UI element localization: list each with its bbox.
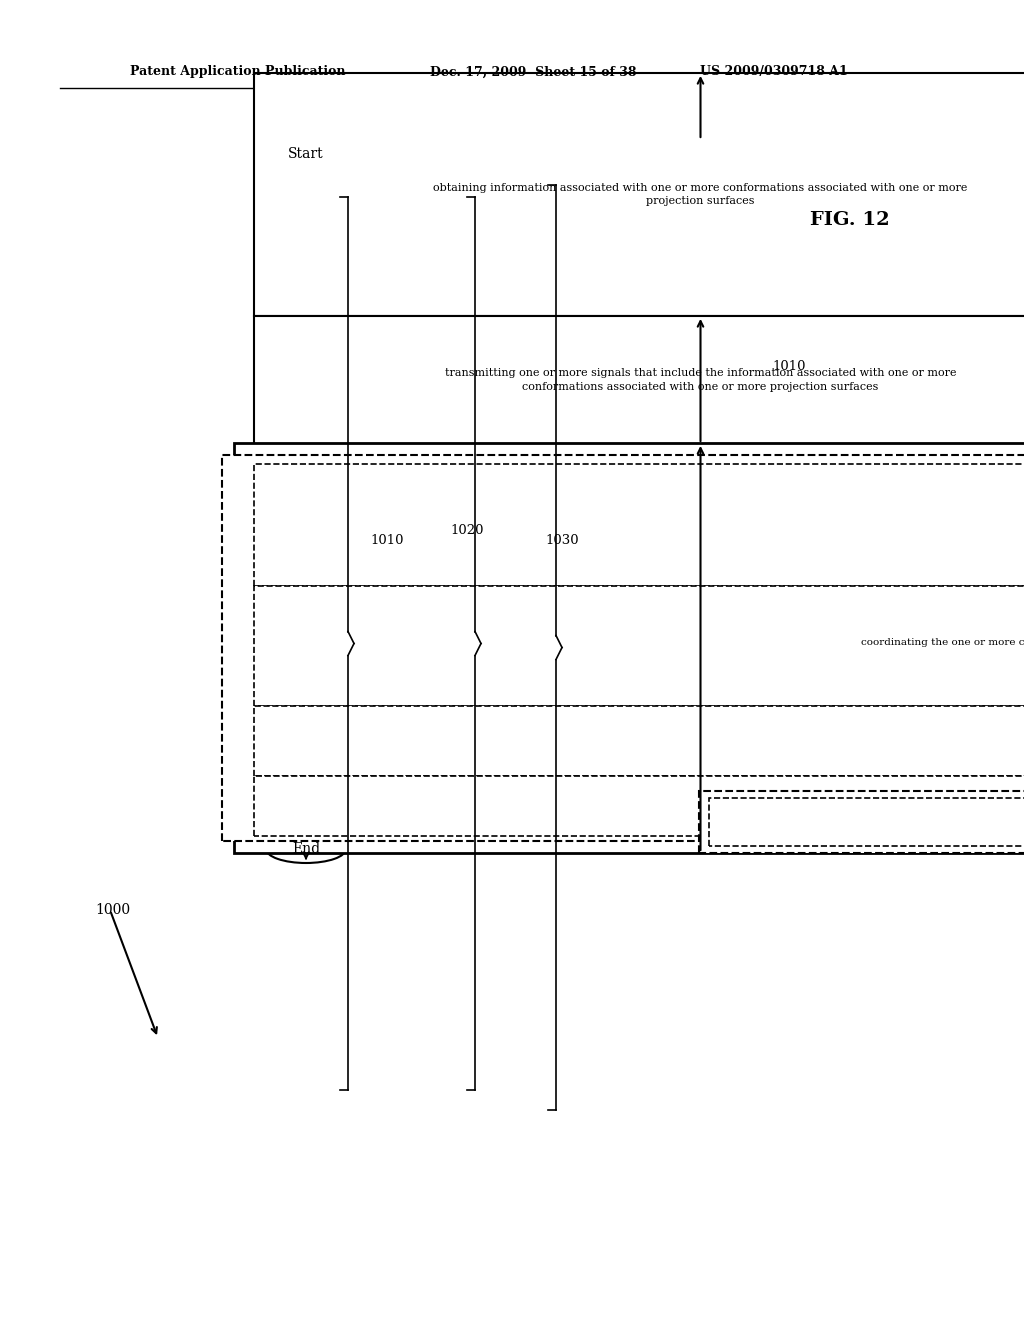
Bar <box>254 73 1024 315</box>
Bar <box>222 455 1024 841</box>
Text: Dec. 17, 2009  Sheet 15 of 38: Dec. 17, 2009 Sheet 15 of 38 <box>430 66 637 78</box>
Text: transmitting one or more signals that include the information associated with on: transmitting one or more signals that in… <box>444 368 956 392</box>
Text: End: End <box>292 842 321 855</box>
Bar <box>709 799 1024 846</box>
Text: 1010: 1010 <box>772 359 806 372</box>
Bar <box>254 586 1024 706</box>
Bar <box>699 791 1024 853</box>
Text: obtaining information associated with one or more conformations associated with : obtaining information associated with on… <box>433 183 968 206</box>
Text: 1020: 1020 <box>450 524 483 536</box>
Text: 1000: 1000 <box>95 903 130 917</box>
Text: US 2009/0309718 A1: US 2009/0309718 A1 <box>700 66 848 78</box>
Ellipse shape <box>266 836 346 863</box>
Bar <box>254 465 1024 586</box>
Text: FIG. 12: FIG. 12 <box>810 211 890 228</box>
Text: coordinating the one or more changes in one or more conformations associated wit: coordinating the one or more changes in … <box>861 638 1024 659</box>
Text: 1030: 1030 <box>545 533 579 546</box>
Bar <box>254 776 1024 836</box>
Text: Patent Application Publication: Patent Application Publication <box>130 66 345 78</box>
Text: 1010: 1010 <box>370 533 403 546</box>
Text: Start: Start <box>288 147 324 161</box>
Bar <box>254 706 1024 776</box>
Bar <box>234 444 1024 853</box>
Ellipse shape <box>266 140 346 168</box>
Bar <box>254 315 1024 444</box>
